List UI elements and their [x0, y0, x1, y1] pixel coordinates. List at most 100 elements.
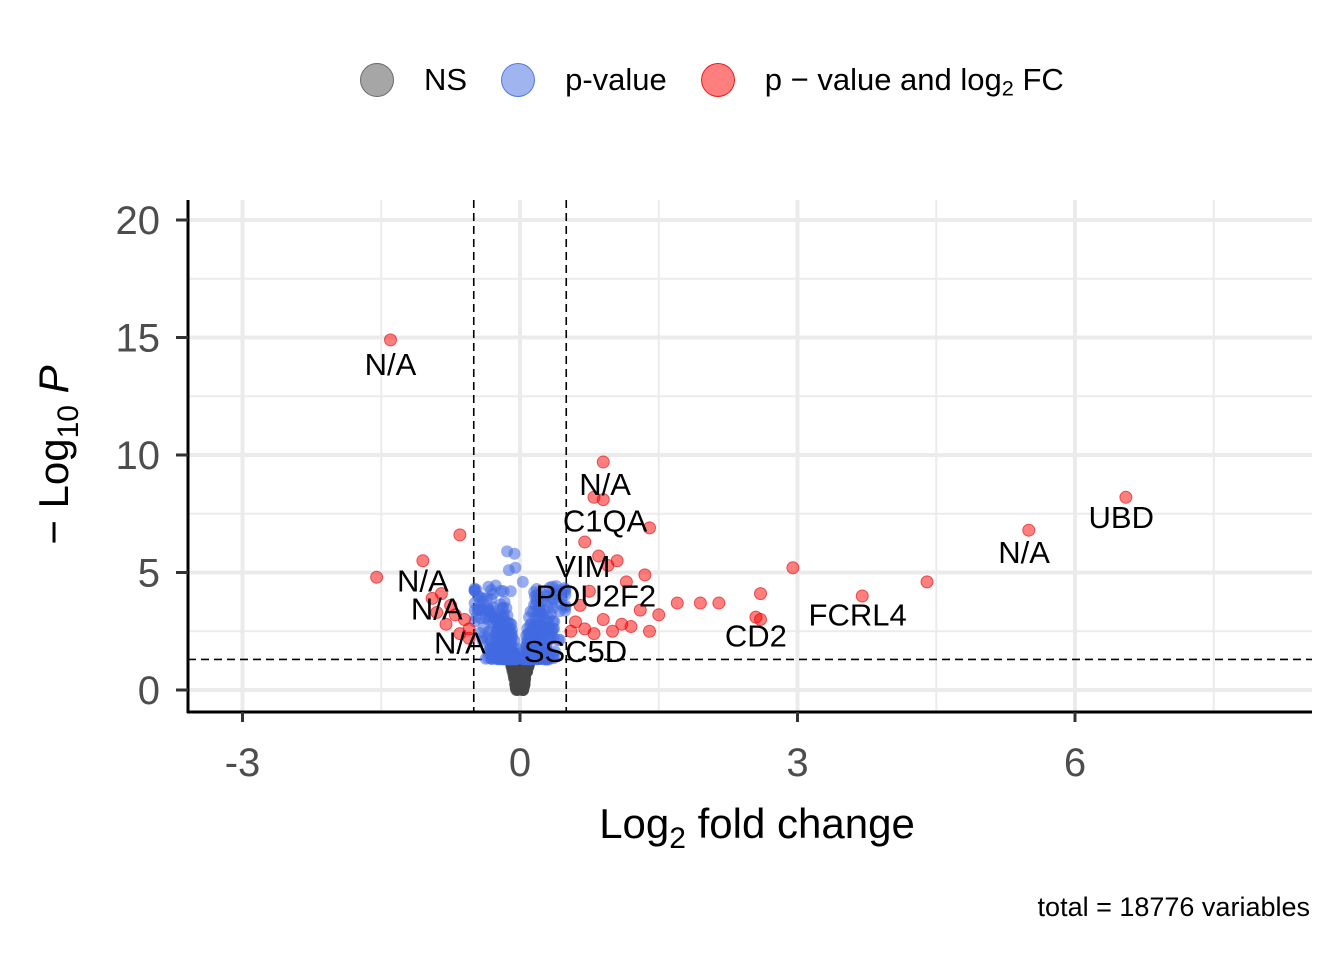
pvalue-point: [509, 561, 522, 574]
pvalue-point: [516, 575, 529, 588]
significant-point: [439, 617, 453, 631]
significant-point: [754, 587, 767, 601]
significant-point: [370, 570, 384, 584]
x-axis-title-part: Log: [599, 800, 669, 847]
significant-point: [786, 561, 800, 575]
pvalue-point: [486, 652, 499, 665]
pvalue-point: [501, 647, 514, 660]
legend-item-pvalue[interactable]: p-value: [501, 62, 667, 98]
pvalue-point: [491, 615, 504, 628]
significant-point: [416, 554, 430, 568]
significant-point: [670, 596, 684, 610]
x-axis-title-sub: 2: [669, 822, 686, 855]
significant-point: [458, 613, 471, 626]
y-axis-title-part: − Log: [30, 438, 77, 544]
significant-point: [920, 575, 934, 589]
y-tick-label: 20: [116, 199, 161, 243]
legend-label-both-tail: FC: [1013, 62, 1064, 97]
gene-label: N/A: [998, 535, 1050, 570]
x-tick-label: -3: [225, 741, 261, 785]
pvalue-points: [468, 545, 572, 666]
y-axis-title: − Log10 P: [30, 365, 85, 544]
pvalue-point: [523, 638, 536, 651]
axis-ticks: -3 0 3 6 0 5 10 15 20: [116, 199, 1087, 785]
legend-item-ns[interactable]: NS: [360, 62, 467, 98]
significant-point: [754, 613, 767, 626]
legend-label-ns: NS: [424, 62, 468, 97]
significant-point: [462, 631, 476, 645]
significant-point: [596, 455, 610, 469]
legend-label-both: p − value and log2 FC: [764, 62, 1064, 101]
gene-label: N/A: [434, 626, 486, 661]
legend-label-both-main: p − value and log: [764, 62, 1002, 97]
pvalue-point: [505, 618, 518, 631]
significant-point: [564, 624, 578, 638]
y-tick-label: 15: [116, 317, 161, 361]
significant-point: [615, 617, 629, 631]
y-tick-label: 10: [116, 434, 161, 478]
pvalue-point: [468, 584, 481, 597]
significant-point: [643, 521, 656, 535]
significant-point: [425, 591, 439, 605]
significant-point: [693, 596, 707, 610]
x-tick-label: 0: [509, 741, 531, 785]
significant-point: [430, 605, 444, 619]
pvalue-point: [489, 579, 502, 592]
significant-point: [582, 584, 596, 598]
y-axis-title-part: P: [30, 365, 77, 405]
pvalue-point: [555, 598, 568, 611]
significant-point: [587, 490, 601, 504]
gene-label: CD2: [725, 619, 787, 654]
pvalue-point: [529, 625, 542, 638]
ns-point: [519, 665, 532, 678]
legend-label-both-sub: 2: [1001, 75, 1014, 101]
gene-label: N/A: [579, 467, 631, 502]
significant-point: [592, 549, 606, 563]
gene-label: POU2F2: [536, 579, 657, 614]
legend: NS p-value p − value and log2 FC: [360, 62, 1098, 101]
ns-point: [509, 678, 522, 691]
x-tick-label: 3: [786, 741, 808, 785]
pvalue-point: [552, 634, 565, 647]
gene-label: VIM: [555, 549, 610, 584]
pvalue-point: [477, 604, 489, 617]
legend-item-both[interactable]: p − value and log2 FC: [700, 62, 1064, 101]
significant-point: [578, 535, 592, 549]
pvalue-point: [508, 547, 521, 560]
pvalue-point: [504, 585, 517, 598]
pvalue-point: [548, 645, 561, 658]
gene-label: N/A: [365, 347, 417, 382]
pvalue-point: [533, 610, 546, 623]
significant-points: [370, 333, 1133, 645]
significant-point: [1119, 490, 1133, 504]
grid: [188, 200, 1312, 712]
gene-label: C1QA: [563, 503, 648, 538]
significant-point: [384, 333, 397, 347]
legend-swatch-ns: [360, 63, 394, 97]
pvalue-point: [498, 596, 511, 609]
caption: total = 18776 variables: [1037, 892, 1310, 922]
significant-point: [587, 627, 601, 641]
significant-point: [643, 624, 656, 638]
gene-label: N/A: [411, 592, 463, 627]
significant-point: [606, 624, 619, 638]
pvalue-point: [542, 622, 555, 635]
pvalue-point: [551, 587, 563, 600]
gene-label: UBD: [1089, 500, 1154, 535]
pvalue-point: [476, 634, 489, 647]
pvalue-point: [542, 612, 555, 625]
pvalue-point: [532, 634, 545, 647]
significant-point: [619, 575, 633, 589]
significant-point: [855, 589, 869, 603]
legend-swatch-pvalue: [501, 63, 536, 97]
legend-label-pvalue: p-value: [565, 62, 667, 97]
x-tick-label: 6: [1064, 741, 1086, 785]
gene-label: N/A: [397, 563, 449, 598]
significant-point: [601, 558, 615, 572]
pvalue-point: [531, 592, 544, 605]
significant-point: [1022, 523, 1036, 537]
gene-label: SSC5D: [524, 634, 627, 669]
significant-point: [573, 598, 587, 612]
y-tick-label: 0: [138, 669, 160, 713]
